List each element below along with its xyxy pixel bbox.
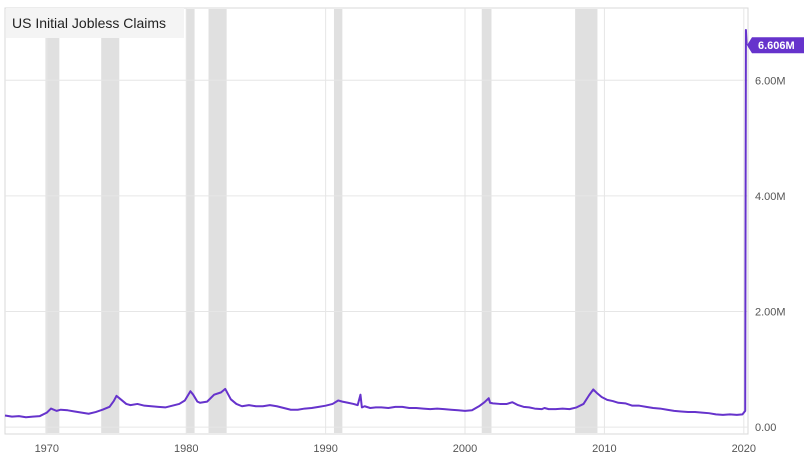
recession-band [481,9,492,433]
plot-area [4,7,749,435]
y-axis-ticks: 0.00 2.00M 4.00M 6.00M [755,75,786,434]
x-axis-ticks: 1970 1980 1990 2000 2010 2020 [35,443,756,455]
gridlines [5,8,748,434]
last-value-badge: 6.606M [747,37,804,54]
series-line [4,28,748,419]
plot-frame [4,7,749,435]
last-value-label: 6.606M [758,40,795,52]
x-tick-label: 2000 [453,443,477,455]
y-tick-label: 6.00M [755,75,786,87]
x-tick-label: 2020 [732,443,756,455]
recession-band [186,9,195,433]
y-tick-label: 4.00M [755,191,786,203]
recession-band [45,9,60,433]
y-tick-label: 2.00M [755,306,786,318]
recession-band [208,9,227,433]
recession-bands [45,9,598,433]
recession-band [575,9,598,433]
x-tick-label: 1970 [35,443,59,455]
chart-title: US Initial Jobless Claims [12,15,167,31]
recession-band [333,9,343,433]
chart-title-box [6,8,184,38]
y-tick-label: 0.00 [755,422,776,434]
x-tick-label: 1990 [313,443,337,455]
series-layer [4,28,748,419]
x-tick-label: 1980 [174,443,198,455]
last-value-badge-shape [747,37,804,54]
x-tick-label: 2010 [592,443,616,455]
recession-band [101,9,120,433]
